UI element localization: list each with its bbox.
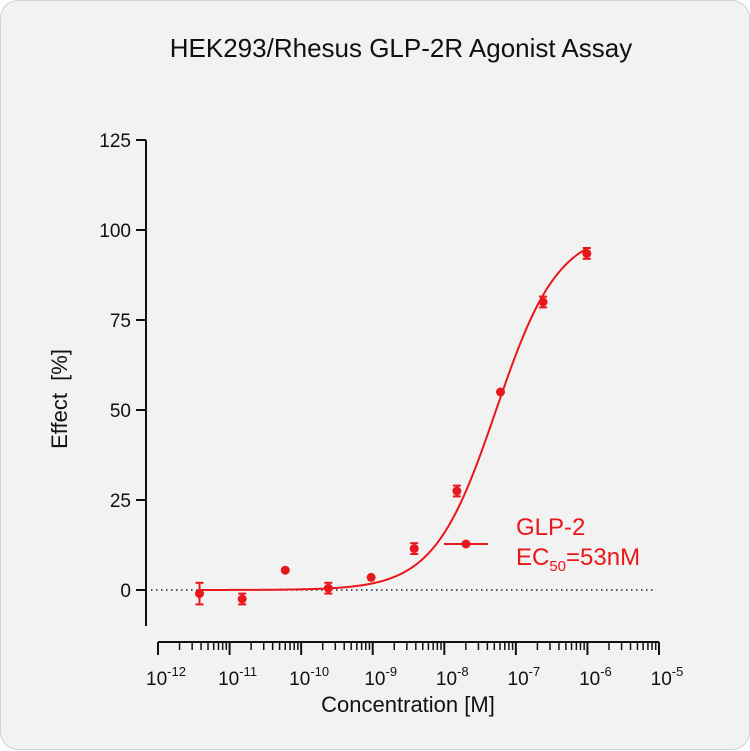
data-point xyxy=(237,594,247,604)
legend-ec-prefix: EC xyxy=(516,544,549,571)
data-point xyxy=(538,297,548,307)
y-tick-label: 50 xyxy=(110,401,131,422)
y-tick-label: 100 xyxy=(99,221,131,242)
plot-area: 0 25 50 75 100 125 10-12 10-11 10-10 10-9 10-8 10-7… xyxy=(99,131,683,690)
legend-ec-subscript: 50 xyxy=(549,558,566,575)
y-axis-title: Effect [%] xyxy=(47,349,72,449)
fit-curve xyxy=(199,247,588,591)
x-tick-label: 10-8 xyxy=(436,664,469,690)
legend: GLP-2 EC50=53nM xyxy=(444,514,640,575)
legend-ec50: EC50=53nM xyxy=(516,544,640,575)
data-point xyxy=(280,565,290,575)
data-point xyxy=(323,583,333,593)
legend-series-name: GLP-2 xyxy=(516,514,585,541)
x-axis-title: Concentration [M] xyxy=(321,692,495,717)
data-point xyxy=(582,248,592,258)
chart-title: HEK293/Rhesus GLP-2R Agonist Assay xyxy=(170,33,632,63)
x-tick-label: 10-6 xyxy=(579,664,612,690)
y-tick-label: 75 xyxy=(110,311,131,332)
y-tick-label: 125 xyxy=(99,131,131,152)
x-tick-label: 10-10 xyxy=(289,664,329,690)
data-point xyxy=(194,589,204,599)
data-point xyxy=(452,486,462,496)
y-tick-label: 0 xyxy=(120,581,131,602)
y-tick-label: 25 xyxy=(110,491,131,512)
x-tick-label: 10-12 xyxy=(146,664,186,690)
data-point xyxy=(495,387,505,397)
legend-marker xyxy=(461,539,471,549)
x-tick-label: 10-11 xyxy=(218,664,257,690)
data-point xyxy=(409,544,419,554)
data-point xyxy=(366,572,376,582)
x-tick-label: 10-9 xyxy=(364,664,397,690)
x-tick-label: 10-5 xyxy=(651,664,684,690)
x-tick-label: 10-7 xyxy=(508,664,541,690)
legend-ec-value: =53nM xyxy=(566,544,640,571)
